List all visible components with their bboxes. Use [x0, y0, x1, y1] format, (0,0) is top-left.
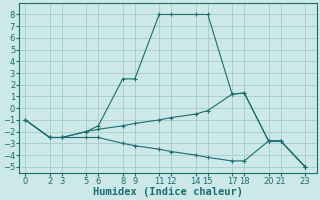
X-axis label: Humidex (Indice chaleur): Humidex (Indice chaleur) [93, 187, 243, 197]
